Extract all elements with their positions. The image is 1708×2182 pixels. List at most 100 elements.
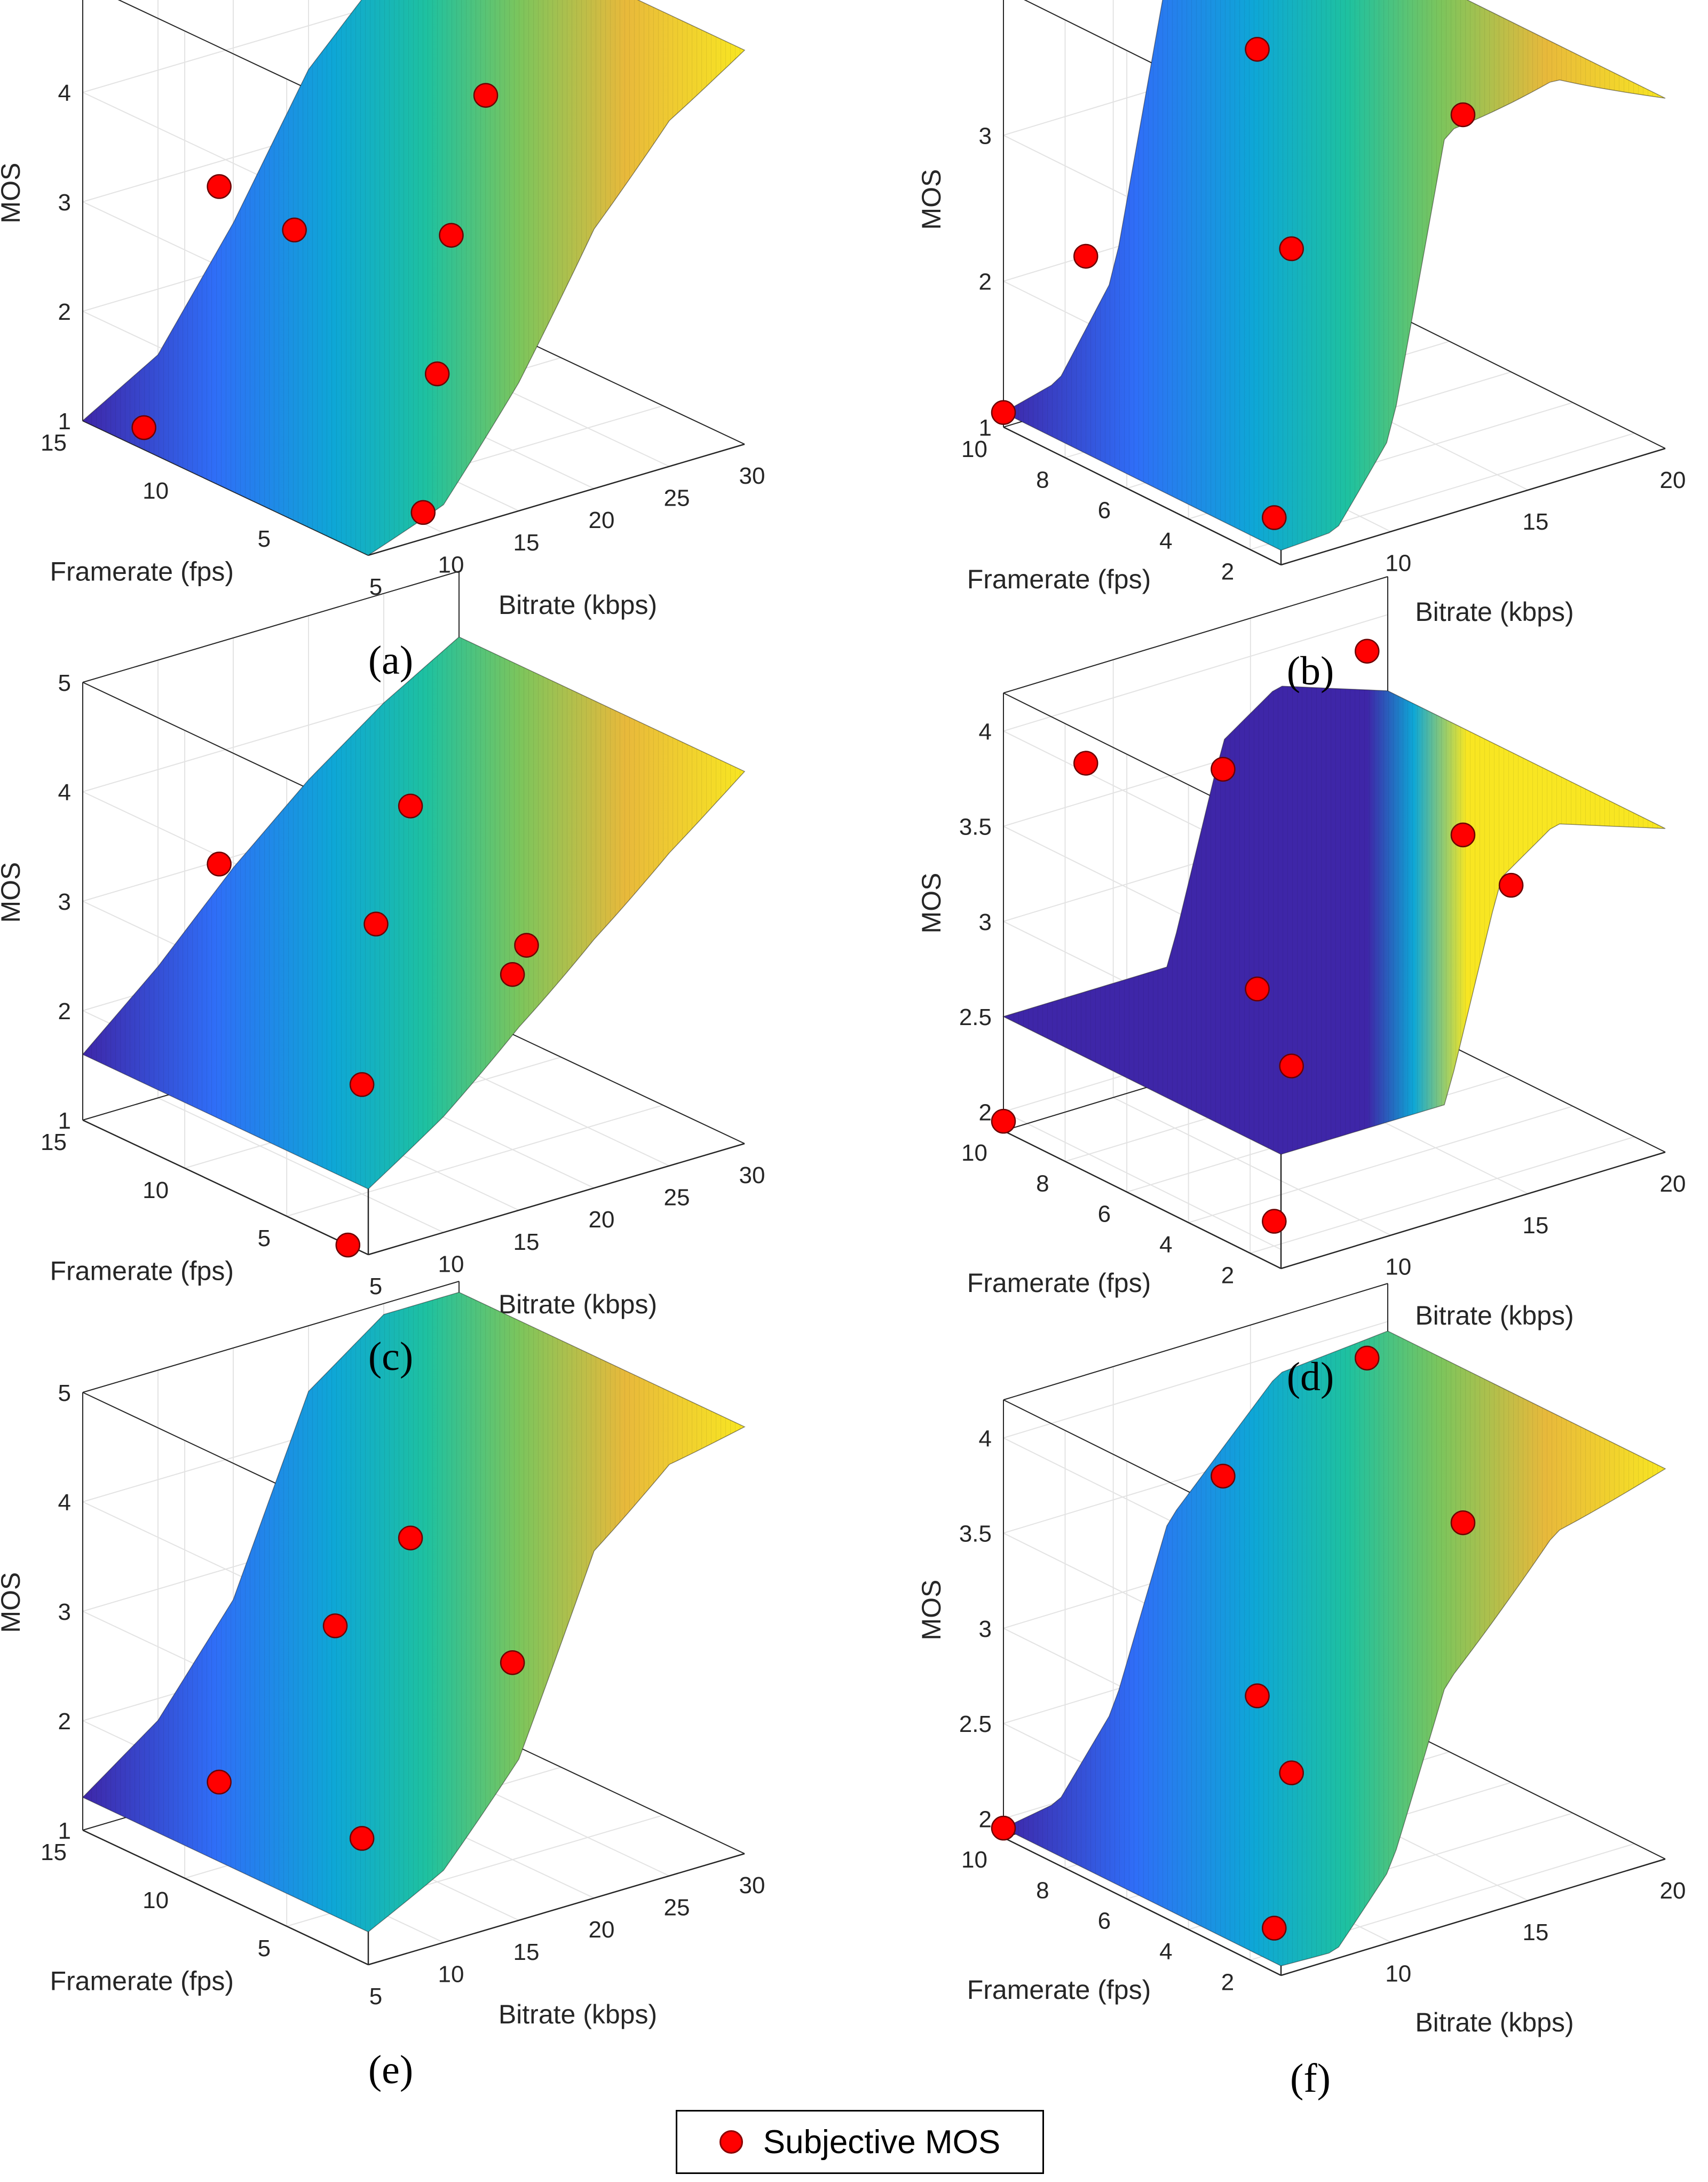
x-tick-label: 15	[1522, 1212, 1548, 1239]
y-axis-label: Framerate (fps)	[967, 1268, 1151, 1298]
y-tick-label: 10	[143, 1887, 169, 1913]
y-tick-label: 6	[1098, 1201, 1111, 1227]
z-axis-label: MOS	[0, 862, 26, 923]
x-tick-label: 15	[1522, 509, 1548, 535]
subjective-mos-point	[131, 415, 156, 440]
y-tick-label: 2	[1221, 558, 1234, 585]
subjective-mos-point	[1073, 243, 1098, 269]
y-floor-gridline	[1250, 1136, 1635, 1254]
x-axis-line	[1280, 1858, 1666, 1976]
subjective-mos-point	[207, 1769, 232, 1795]
x-axis-label: Bitrate (kbps)	[1415, 1301, 1573, 1330]
x-tick-label: 5	[369, 1273, 382, 1299]
subjective-mos-point	[991, 400, 1016, 425]
subjective-mos-point	[335, 1232, 361, 1258]
subjective-mos-point	[1355, 1345, 1380, 1370]
y-floor-gridline	[1188, 1106, 1573, 1223]
subjective-mos-point	[514, 933, 539, 958]
y-tick-label: 8	[1036, 1877, 1049, 1903]
x-axis-line	[1280, 447, 1666, 566]
y-tick-label: 4	[1159, 1939, 1172, 1965]
y-tick-label: 15	[41, 1129, 67, 1155]
x-axis-label: Bitrate (kbps)	[499, 590, 657, 620]
z-tick-label: 4	[979, 719, 992, 745]
z-tick-label: 2.5	[959, 1711, 992, 1737]
legend-label: Subjective MOS	[763, 2123, 1001, 2161]
y-tick-label: 4	[1159, 1232, 1172, 1258]
subjective-mos-point	[207, 174, 232, 199]
subjective-mos-point	[1211, 757, 1236, 782]
z-tick-label: 2	[979, 269, 992, 295]
subjective-mos-point	[991, 1815, 1016, 1841]
z-tick-label: 3	[979, 1616, 992, 1642]
subjective-mos-point	[1262, 1916, 1287, 1941]
x-tick-label: 10	[438, 1961, 464, 1987]
y-tick-label: 15	[41, 1839, 67, 1865]
x-tick-label: 20	[589, 507, 615, 533]
z-tick-label: 1	[58, 1108, 71, 1134]
y-axis-line	[82, 1119, 369, 1256]
box-edge	[1387, 310, 1666, 449]
y-tick-label: 10	[961, 1847, 987, 1873]
box-edge	[1387, 1721, 1666, 1860]
subjective-mos-point	[1262, 1209, 1287, 1234]
z-tick-label: 2	[58, 299, 71, 325]
y-tick-label: 6	[1098, 1908, 1111, 1934]
y-tick-label: 5	[258, 1225, 271, 1251]
y-axis-label: Framerate (fps)	[50, 1256, 234, 1286]
x-axis-label: Bitrate (kbps)	[1415, 597, 1573, 627]
z-tick-label: 1	[979, 415, 992, 441]
x-tick-label: 15	[513, 530, 540, 556]
x-tick-label: 20	[1660, 467, 1686, 493]
x-tick-label: 10	[438, 1251, 464, 1277]
subjective-mos-point	[207, 852, 232, 877]
y-axis-line	[1003, 1130, 1282, 1270]
surface-mesh	[83, 0, 745, 555]
x-axis-label: Bitrate (kbps)	[499, 1999, 657, 2029]
z-tick-label: 2	[979, 1806, 992, 1832]
subjective-mos-point	[410, 500, 436, 525]
surface-mesh	[1003, 1331, 1665, 1966]
subjective-mos-point	[1073, 751, 1098, 776]
caption-e: (e)	[368, 2047, 413, 2092]
x-tick-label: 20	[1660, 1878, 1686, 1904]
y-axis-line	[1003, 426, 1282, 566]
subjective-mos-point	[1450, 1510, 1476, 1535]
z-tick-label: 4	[979, 0, 992, 3]
x-axis-line	[368, 443, 745, 556]
caption-a: (a)	[368, 638, 413, 683]
x-axis-label: Bitrate (kbps)	[1415, 2007, 1573, 2037]
z-tick-label: 5	[58, 1380, 71, 1406]
x-tick-label: 20	[589, 1917, 615, 1943]
x-tick-label: 20	[1660, 1171, 1686, 1197]
surface-mesh	[1003, 686, 1665, 1155]
x-tick-label: 15	[1522, 1919, 1548, 1945]
x-tick-label: 30	[739, 1872, 765, 1899]
y-tick-label: 10	[143, 478, 169, 504]
subjective-mos-point	[1245, 976, 1270, 1002]
y-tick-label: 8	[1036, 1170, 1049, 1196]
caption-f: (f)	[1290, 2056, 1331, 2101]
x-tick-label: 25	[664, 485, 690, 511]
subjective-mos-point	[439, 223, 464, 248]
x-tick-label: 10	[1385, 1254, 1411, 1280]
x-tick-label: 20	[589, 1207, 615, 1233]
y-axis-line	[82, 1829, 369, 1966]
x-tick-label: 10	[1385, 550, 1411, 577]
subjective-mos-point	[991, 1108, 1016, 1134]
z-gridline-left	[1003, 1111, 1282, 1250]
z-axis-label: MOS	[916, 1580, 946, 1641]
chart-panel-4: 10 15 20 2 4 6 8 10 2 2.5 3 3.5 4 Bitrate (kbps) Frame…	[916, 576, 1686, 1330]
x-tick-label: 5	[369, 1983, 382, 2010]
y-floor-gridline	[286, 1105, 663, 1217]
z-gridline-back	[1003, 1321, 1388, 1439]
subjective-mos-point	[1498, 872, 1524, 898]
subjective-mos-point	[1245, 1683, 1270, 1708]
z-tick-label: 4	[58, 1490, 71, 1516]
z-tick-label: 1	[58, 1818, 71, 1844]
x-floor-gridline	[157, 1097, 444, 1233]
y-tick-label: 10	[961, 1140, 987, 1166]
subjective-mos-point	[1211, 1463, 1236, 1489]
z-gridline-back	[82, 0, 398, 93]
